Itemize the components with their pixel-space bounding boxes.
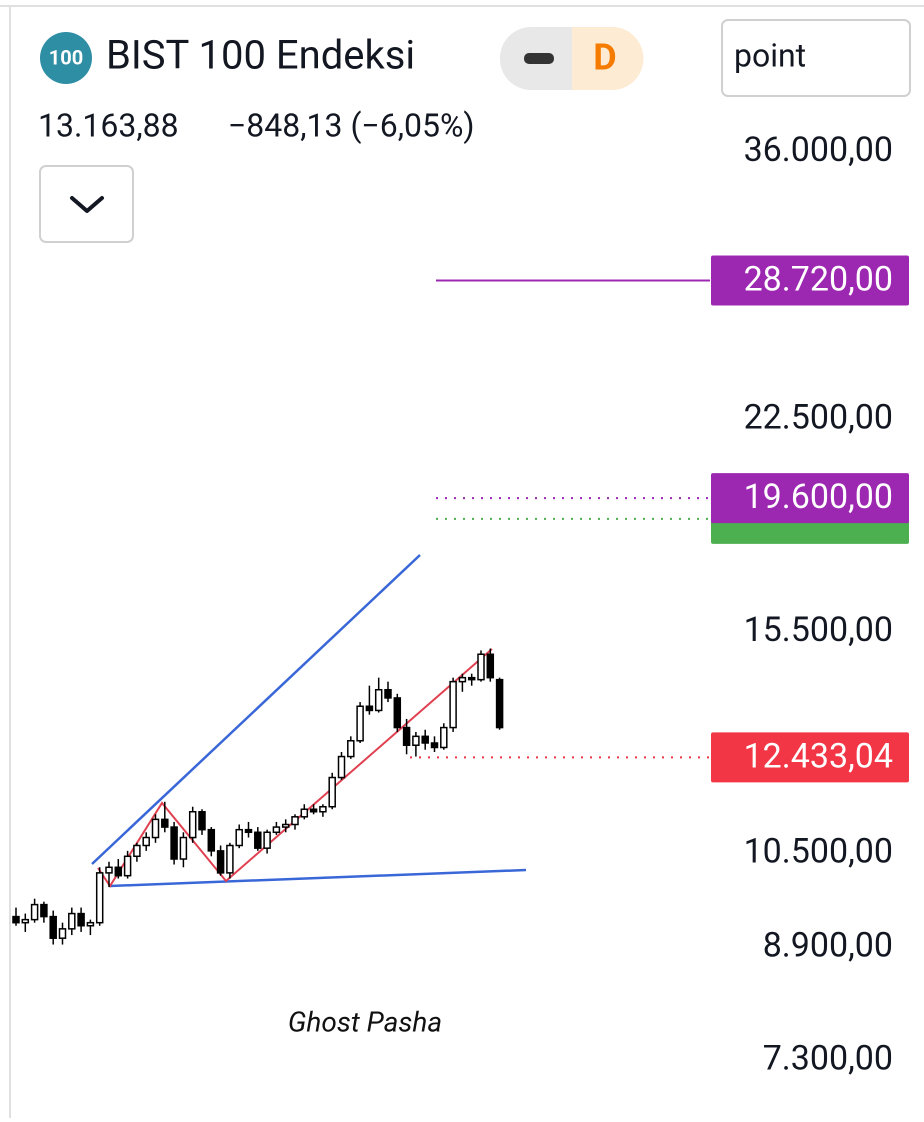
candle-body	[68, 912, 76, 930]
minus-icon	[524, 53, 554, 64]
price: 13.163,88	[38, 106, 179, 144]
candle-body	[179, 836, 188, 860]
candle-body	[356, 705, 364, 742]
trend-line	[91, 554, 421, 865]
badge-bg	[572, 27, 644, 90]
dropdown-button[interactable]	[39, 165, 134, 243]
watermark: Ghost Pasha	[288, 1005, 442, 1038]
price-label: 12.433,04	[744, 736, 893, 776]
plot	[12, 279, 710, 945]
y-tick-label: 7.300,00	[763, 1039, 893, 1079]
badge: D	[593, 37, 616, 79]
icon-text: 100	[49, 45, 83, 69]
candle-body	[216, 850, 225, 874]
candle-body	[281, 823, 290, 828]
candle-body	[393, 697, 402, 729]
candle-body	[142, 836, 150, 847]
candle-body	[254, 831, 262, 849]
candle-body	[263, 831, 271, 849]
y-tick-label: 36.000,00	[744, 130, 893, 170]
unit: point	[734, 36, 806, 74]
trend-line	[109, 868, 527, 888]
change: −848,13 (−6,05%)	[228, 106, 475, 144]
candle-body	[86, 921, 95, 927]
unit-box[interactable]	[721, 19, 911, 97]
candle-body	[328, 776, 336, 808]
candle-body	[188, 811, 197, 839]
candle-body	[467, 676, 476, 681]
candle-body	[384, 688, 392, 699]
candle-body	[77, 912, 85, 927]
candle-body	[114, 866, 123, 877]
y-tick-label: 10.500,00	[744, 832, 893, 872]
candle-body	[40, 903, 48, 918]
candle-body	[291, 816, 299, 826]
candle-body	[374, 688, 383, 712]
candle-body	[477, 653, 485, 681]
price-label-bg	[711, 732, 909, 783]
candle-body	[151, 818, 160, 839]
candle-body	[21, 918, 30, 924]
candle-body	[272, 826, 281, 834]
candle-body	[133, 844, 141, 858]
candle-body	[105, 866, 113, 874]
candle-body	[244, 828, 253, 834]
candle-body	[337, 755, 346, 779]
candle-body	[402, 726, 411, 746]
price-label-bg	[711, 255, 909, 306]
candle-body	[170, 826, 178, 860]
candle-body	[300, 808, 309, 818]
candle-body	[123, 855, 132, 877]
symbol-title[interactable]: BIST 100 Endeksi	[106, 32, 415, 79]
candle-body	[486, 653, 495, 679]
candle-body	[309, 808, 318, 813]
y-tick-label: 15.500,00	[744, 610, 893, 650]
candle-body	[161, 818, 169, 828]
candle-body	[95, 872, 104, 924]
y-tick-label: 8.900,00	[763, 926, 893, 966]
candle-body	[226, 844, 234, 874]
candle-body	[365, 705, 374, 712]
price-label-bg	[711, 473, 909, 524]
zigzag	[97, 648, 493, 888]
price-label: 28.720,00	[744, 260, 893, 300]
candle-body	[235, 828, 243, 847]
symbol-icon	[40, 32, 92, 84]
candle-body	[207, 828, 216, 852]
candle-body	[412, 735, 420, 746]
candle-body	[449, 680, 457, 729]
candle-body	[12, 915, 20, 924]
candle-body	[347, 740, 355, 758]
candle-body	[421, 735, 429, 744]
candle-body	[440, 726, 448, 749]
chevron	[70, 196, 104, 213]
candle-body	[198, 811, 206, 831]
candle-body	[49, 915, 57, 939]
candle-body	[458, 676, 467, 683]
candle-body	[430, 742, 439, 749]
candle-body	[319, 805, 327, 813]
candle-body	[30, 903, 39, 921]
candle-body	[58, 928, 67, 939]
candle-body	[495, 678, 504, 729]
y-tick-label: 22.500,00	[744, 398, 893, 438]
price-label: 19.600,00	[744, 477, 893, 517]
